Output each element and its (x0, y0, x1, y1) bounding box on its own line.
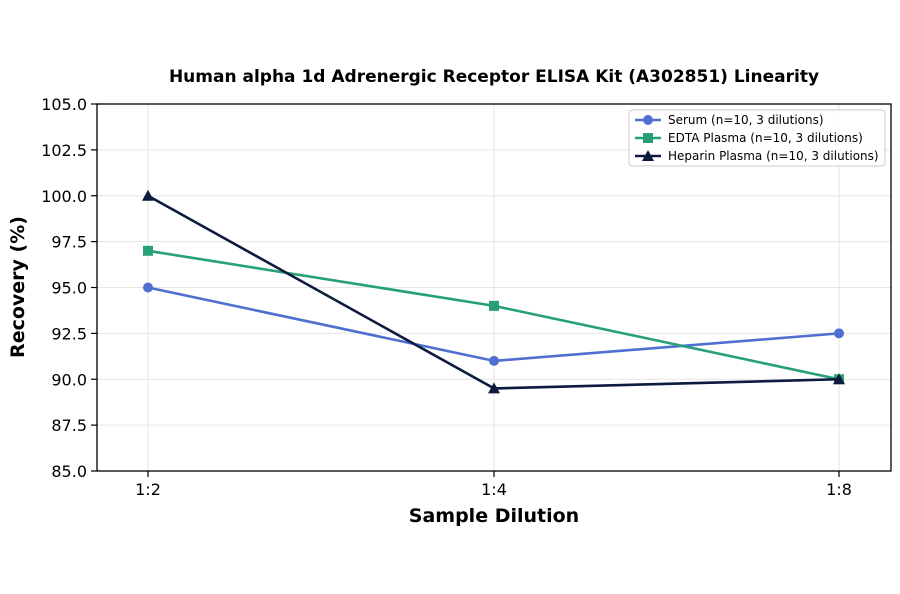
x-tick-label: 1:2 (135, 480, 161, 499)
y-tick-label: 92.5 (51, 324, 87, 343)
chart-title: Human alpha 1d Adrenergic Receptor ELISA… (169, 67, 819, 87)
y-tick-label: 85.0 (51, 462, 87, 481)
data-point (143, 245, 153, 256)
y-tick-label: 95.0 (51, 279, 87, 298)
legend-entry: Heparin Plasma (n=10, 3 dilutions) (635, 149, 879, 163)
y-tick-label: 105.0 (41, 95, 87, 114)
x-axis-ticks: 1:2 1:4 1:8 (135, 471, 852, 499)
series-layer (142, 189, 845, 394)
y-axis-label: Recovery (%) (7, 216, 29, 358)
y-tick-label: 87.5 (51, 416, 87, 435)
x-tick-label: 1:8 (826, 480, 852, 499)
data-point (833, 373, 845, 385)
x-tick-label: 1:4 (481, 480, 507, 499)
legend: Serum (n=10, 3 dilutions) EDTA Plasma (n=… (628, 109, 886, 167)
legend-marker (642, 150, 654, 161)
legend-label: Heparin Plasma (n=10, 3 dilutions) (668, 149, 879, 163)
legend-frame (628, 109, 886, 167)
data-point (143, 282, 153, 293)
data-point (489, 300, 499, 311)
legend-entry: Serum (n=10, 3 dilutions) (635, 113, 824, 127)
data-point (489, 355, 499, 366)
series-2 (142, 189, 845, 394)
legend-marker (643, 115, 653, 125)
data-point (142, 189, 154, 201)
y-tick-label: 90.0 (51, 370, 87, 389)
data-point (834, 328, 844, 339)
data-point (488, 382, 500, 394)
y-axis-ticks: 85.0 87.5 90.0 92.5 95.0 97.5 100.0 102.5 105.0 (41, 95, 97, 481)
legend-label: EDTA Plasma (n=10, 3 dilutions) (668, 131, 863, 145)
legend-label: Serum (n=10, 3 dilutions) (668, 113, 824, 127)
y-tick-label: 102.5 (41, 141, 87, 160)
legend-entry: EDTA Plasma (n=10, 3 dilutions) (635, 131, 863, 145)
x-axis-label: Sample Dilution (409, 505, 579, 527)
y-tick-label: 100.0 (41, 187, 87, 206)
legend-marker (643, 133, 653, 143)
series-0 (143, 282, 844, 366)
y-tick-label: 97.5 (51, 233, 87, 252)
